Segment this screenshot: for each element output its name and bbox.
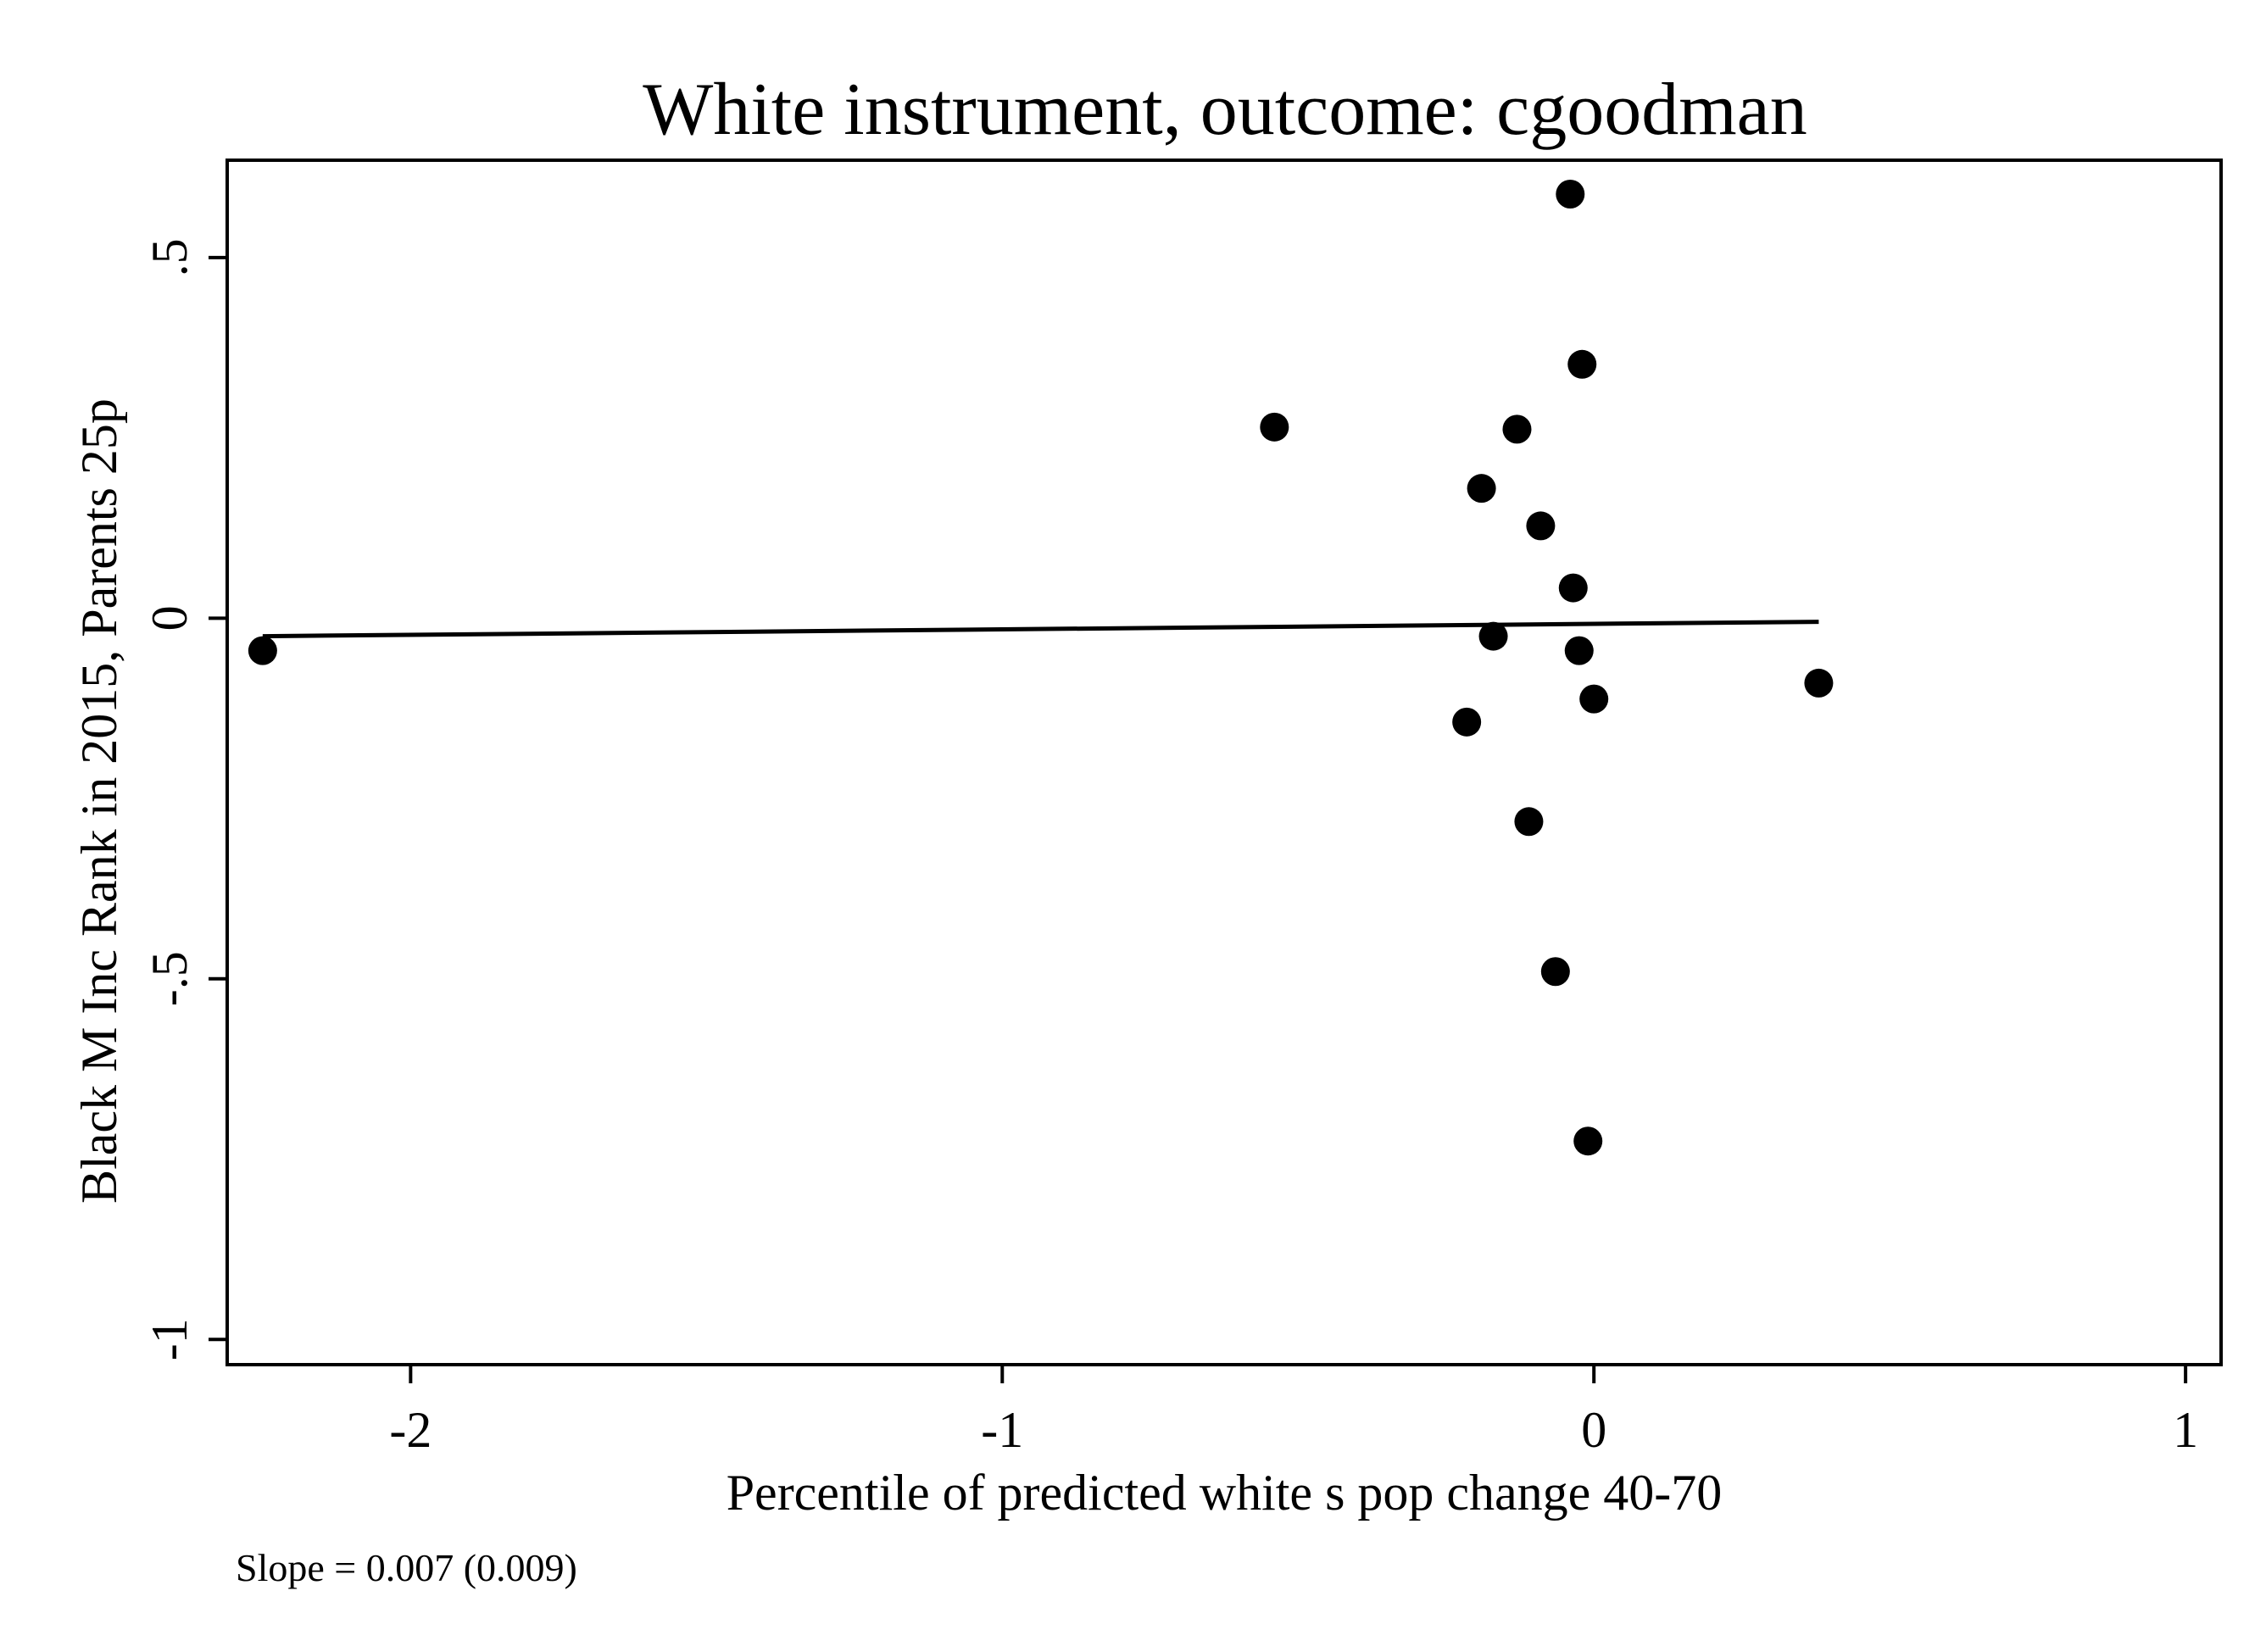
x-tick-label: -2: [389, 1402, 431, 1458]
data-point: [1804, 668, 1834, 698]
y-tick-label: -1: [142, 1318, 198, 1360]
data-point: [1579, 684, 1609, 714]
x-tick-label: -1: [981, 1402, 1023, 1458]
data-point: [248, 636, 277, 665]
x-tick-label: 0: [1581, 1402, 1606, 1458]
data-point: [1556, 179, 1585, 209]
data-point: [1573, 1126, 1603, 1156]
y-axis-label: Black M Inc Rank in 2015, Parents 25p: [71, 398, 127, 1204]
x-axis-label: Percentile of predicted white s pop chan…: [727, 1465, 1723, 1521]
data-point: [1502, 414, 1532, 444]
plot-frame: [225, 159, 2223, 1366]
data-point: [1260, 412, 1289, 442]
x-axis-ticks: -2 -1 0 1: [389, 1365, 2198, 1458]
chart-title: White instrument, outcome: cgoodman: [643, 69, 1807, 151]
y-tick-label: -.5: [142, 951, 198, 1006]
slope-annotation: Slope = 0.007 (0.009): [236, 1546, 577, 1589]
data-point: [1558, 573, 1588, 603]
data-point: [1564, 636, 1594, 665]
data-point: [1567, 349, 1597, 379]
data-point: [1452, 707, 1482, 737]
data-point: [1467, 474, 1496, 503]
fit-line: [262, 620, 1819, 639]
data-point: [1478, 621, 1508, 651]
y-tick-label: .5: [142, 238, 198, 276]
data-point: [1514, 807, 1544, 837]
data-point: [1540, 957, 1570, 987]
x-tick-label: 1: [2173, 1402, 2198, 1458]
data-point: [1526, 511, 1556, 541]
fit-line-layer: [262, 620, 1819, 639]
y-tick-label: 0: [142, 605, 198, 631]
data-points: [248, 179, 1834, 1156]
y-axis-ticks: -1 -.5 0 .5: [142, 238, 227, 1360]
